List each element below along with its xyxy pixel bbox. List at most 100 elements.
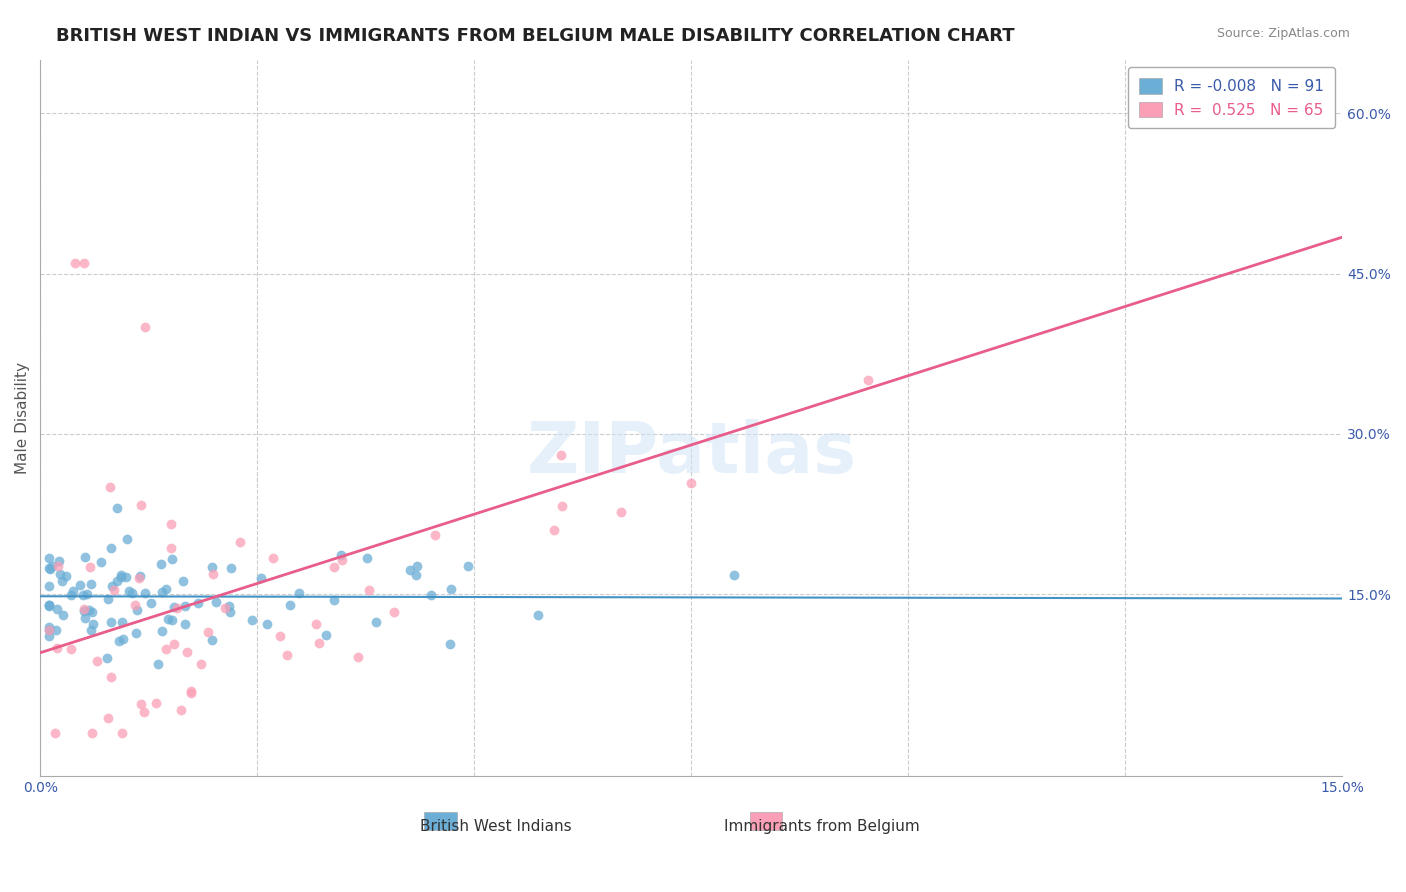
Point xyxy=(356,551,378,566)
Point xyxy=(610,505,633,519)
Text: Source: ZipAtlas.com: Source: ZipAtlas.com xyxy=(1216,27,1350,40)
Point xyxy=(107,633,129,648)
Point xyxy=(162,613,184,627)
Point xyxy=(201,566,224,581)
Point xyxy=(172,574,194,588)
Point xyxy=(197,624,219,639)
Point xyxy=(80,606,103,620)
Text: ZIPatlas: ZIPatlas xyxy=(526,419,856,488)
Point xyxy=(39,562,62,576)
Point xyxy=(858,373,880,387)
Point xyxy=(38,579,60,593)
Point xyxy=(97,711,120,725)
Point xyxy=(269,630,291,644)
Point xyxy=(160,541,183,556)
Point xyxy=(330,548,353,562)
Point xyxy=(150,624,173,639)
Point xyxy=(543,524,565,538)
Point xyxy=(121,585,143,599)
Point xyxy=(420,589,443,603)
Point xyxy=(46,558,69,573)
Point xyxy=(129,697,152,711)
Point xyxy=(315,628,337,642)
Point xyxy=(75,611,97,625)
Point xyxy=(457,558,479,573)
Point xyxy=(287,585,309,599)
FancyBboxPatch shape xyxy=(749,812,783,830)
Point xyxy=(550,448,572,462)
Point xyxy=(156,611,179,625)
Point xyxy=(52,607,75,622)
Point xyxy=(160,552,183,566)
Point xyxy=(45,624,67,638)
Point xyxy=(322,593,344,607)
Point xyxy=(330,553,353,567)
Point xyxy=(399,563,422,577)
Point xyxy=(55,569,77,583)
Point xyxy=(278,599,301,613)
Point xyxy=(146,657,169,672)
Point xyxy=(69,578,91,592)
Point xyxy=(366,615,388,629)
Point xyxy=(112,632,135,646)
Point xyxy=(45,602,67,616)
Point xyxy=(103,583,125,598)
Point xyxy=(134,706,156,720)
Point xyxy=(76,587,98,601)
Point xyxy=(180,684,202,698)
Point xyxy=(308,636,330,650)
Point xyxy=(79,577,101,591)
Point xyxy=(38,623,60,637)
Point xyxy=(145,697,167,711)
Point xyxy=(406,558,429,573)
Point xyxy=(73,256,96,270)
Point xyxy=(128,571,150,585)
Point xyxy=(125,626,148,640)
Point xyxy=(204,594,226,608)
Point xyxy=(166,601,188,615)
Point xyxy=(79,559,101,574)
Point xyxy=(100,615,122,629)
Point xyxy=(128,568,150,582)
Legend: R = -0.008   N = 91, R =  0.525   N = 65: R = -0.008 N = 91, R = 0.525 N = 65 xyxy=(1128,67,1334,128)
Point xyxy=(440,582,463,597)
Point xyxy=(357,583,380,598)
Point xyxy=(262,551,284,566)
Point xyxy=(38,550,60,565)
Point xyxy=(155,642,177,657)
Point xyxy=(48,566,70,581)
Point xyxy=(45,640,67,655)
Point xyxy=(86,654,108,668)
FancyBboxPatch shape xyxy=(425,812,457,830)
Point xyxy=(163,637,186,651)
Point xyxy=(723,568,745,582)
Y-axis label: Male Disability: Male Disability xyxy=(15,362,30,474)
Point xyxy=(118,584,141,599)
Point xyxy=(149,557,172,571)
Point xyxy=(174,599,197,613)
Point xyxy=(110,570,132,584)
Point xyxy=(38,620,60,634)
Point xyxy=(139,597,162,611)
Point xyxy=(170,702,193,716)
Point xyxy=(41,559,63,574)
Point xyxy=(98,480,121,494)
Point xyxy=(218,599,240,613)
Point xyxy=(382,605,405,619)
Point xyxy=(219,561,242,575)
Point xyxy=(82,726,104,740)
Point xyxy=(100,670,122,684)
Point xyxy=(38,560,60,574)
Point xyxy=(173,617,195,632)
Point xyxy=(124,598,146,612)
Point xyxy=(240,613,263,627)
Text: British West Indians: British West Indians xyxy=(420,819,572,834)
Point xyxy=(425,528,447,542)
Point xyxy=(82,617,104,632)
Point xyxy=(60,642,83,657)
Point xyxy=(214,601,236,615)
Point xyxy=(180,686,202,700)
Point xyxy=(125,603,148,617)
Point xyxy=(101,579,124,593)
Point xyxy=(111,726,134,740)
